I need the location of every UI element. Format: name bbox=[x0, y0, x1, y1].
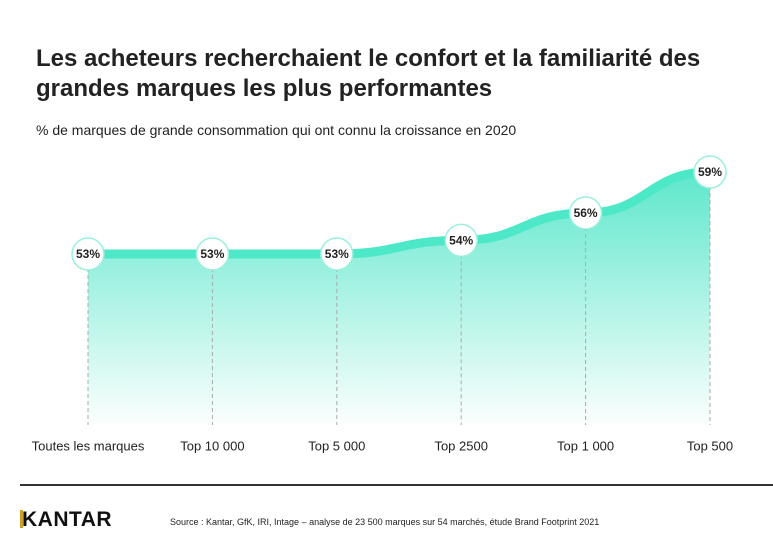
footer-rule bbox=[20, 484, 773, 486]
point-marker bbox=[693, 155, 727, 189]
point-marker bbox=[195, 237, 230, 271]
value-label: 54% bbox=[449, 234, 473, 248]
x-tick-label: Top 1 000 bbox=[557, 438, 614, 453]
value-label: 59% bbox=[698, 165, 722, 179]
point-marker bbox=[71, 237, 105, 271]
chart-title: Les acheteurs recherchaient le confort e… bbox=[36, 45, 701, 102]
point-marker bbox=[320, 237, 354, 271]
area-fill bbox=[88, 172, 710, 425]
value-label: 53% bbox=[325, 247, 349, 261]
value-label: 53% bbox=[200, 247, 224, 261]
x-tick-label: Top 2500 bbox=[434, 438, 488, 453]
chart: 53% 53% 53% 54% 56% 59% Toutes les marques Top … bbox=[32, 155, 733, 453]
source-note: Source : Kantar, GfK, IRI, Intage – anal… bbox=[170, 517, 600, 527]
point-marker bbox=[568, 196, 603, 230]
chart-subtitle: % de marques de grande consommation qui … bbox=[36, 122, 517, 138]
point-marker bbox=[444, 223, 478, 258]
logo: KANTAR bbox=[22, 508, 113, 531]
x-tick-label: Top 5 000 bbox=[308, 438, 365, 453]
value-label: 56% bbox=[574, 206, 598, 220]
x-tick-label: Toutes les marques bbox=[32, 438, 145, 453]
x-tick-label: Top 10 000 bbox=[180, 438, 244, 453]
value-label: 53% bbox=[76, 247, 100, 261]
x-tick-label: Top 500 bbox=[687, 438, 733, 453]
logo-accent bbox=[20, 510, 23, 528]
